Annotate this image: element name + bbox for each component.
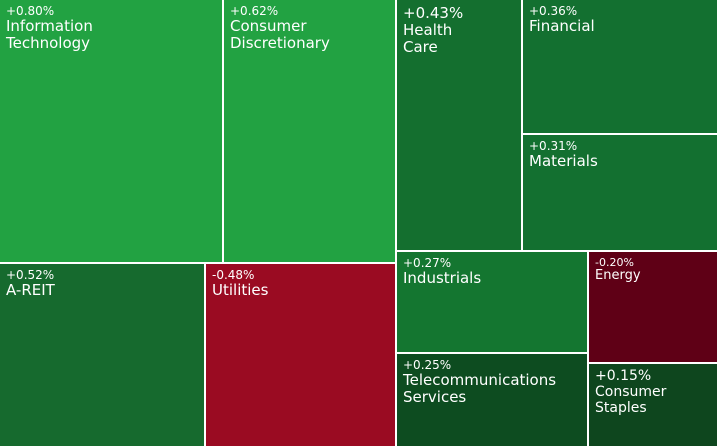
sector-name: Financial — [529, 17, 595, 36]
tile[interactable]: +0.52% A-REIT — [0, 264, 204, 446]
sector-name: Industrials — [403, 269, 482, 288]
tile[interactable]: +0.36% Financial — [523, 0, 717, 133]
sector-name: Energy — [595, 268, 641, 284]
change-label: +0.25% — [403, 358, 452, 372]
tile[interactable]: +0.15% Consumer Staples — [589, 364, 717, 446]
tile[interactable]: +0.31% Materials — [523, 135, 717, 250]
change-label: +0.52% — [6, 268, 55, 282]
change-label: +0.36% — [529, 4, 578, 18]
change-label: +0.15% — [595, 368, 652, 384]
change-label: +0.31% — [529, 139, 578, 153]
change-label: +0.43% — [403, 4, 464, 22]
sector-name: A-REIT — [6, 281, 55, 300]
sector-name: Consumer Staples — [595, 384, 667, 417]
change-label: +0.62% — [230, 4, 279, 18]
sector-name: Health Care — [403, 20, 453, 56]
sector-name: Consumer Discretionary — [230, 17, 330, 53]
change-label: +0.80% — [6, 4, 55, 18]
sector-name: Materials — [529, 152, 598, 171]
tile[interactable]: +0.62% Consumer Discretionary — [224, 0, 395, 262]
tile[interactable]: -0.20% Energy — [589, 252, 717, 362]
sector-name: Information Technology — [6, 17, 93, 53]
tile[interactable]: -0.48% Utilities — [206, 264, 395, 446]
tile[interactable]: +0.25% Telecommunications Services — [397, 354, 587, 446]
change-label: -0.20% — [595, 256, 634, 269]
sector-name: Utilities — [212, 281, 269, 300]
change-label: +0.27% — [403, 256, 452, 270]
tile[interactable]: +0.27% Industrials — [397, 252, 587, 352]
tile[interactable]: +0.43% Health Care — [397, 0, 521, 250]
tile[interactable]: +0.80% Information Technology — [0, 0, 222, 262]
change-label: -0.48% — [212, 268, 255, 282]
sector-name: Telecommunications Services — [403, 371, 557, 407]
